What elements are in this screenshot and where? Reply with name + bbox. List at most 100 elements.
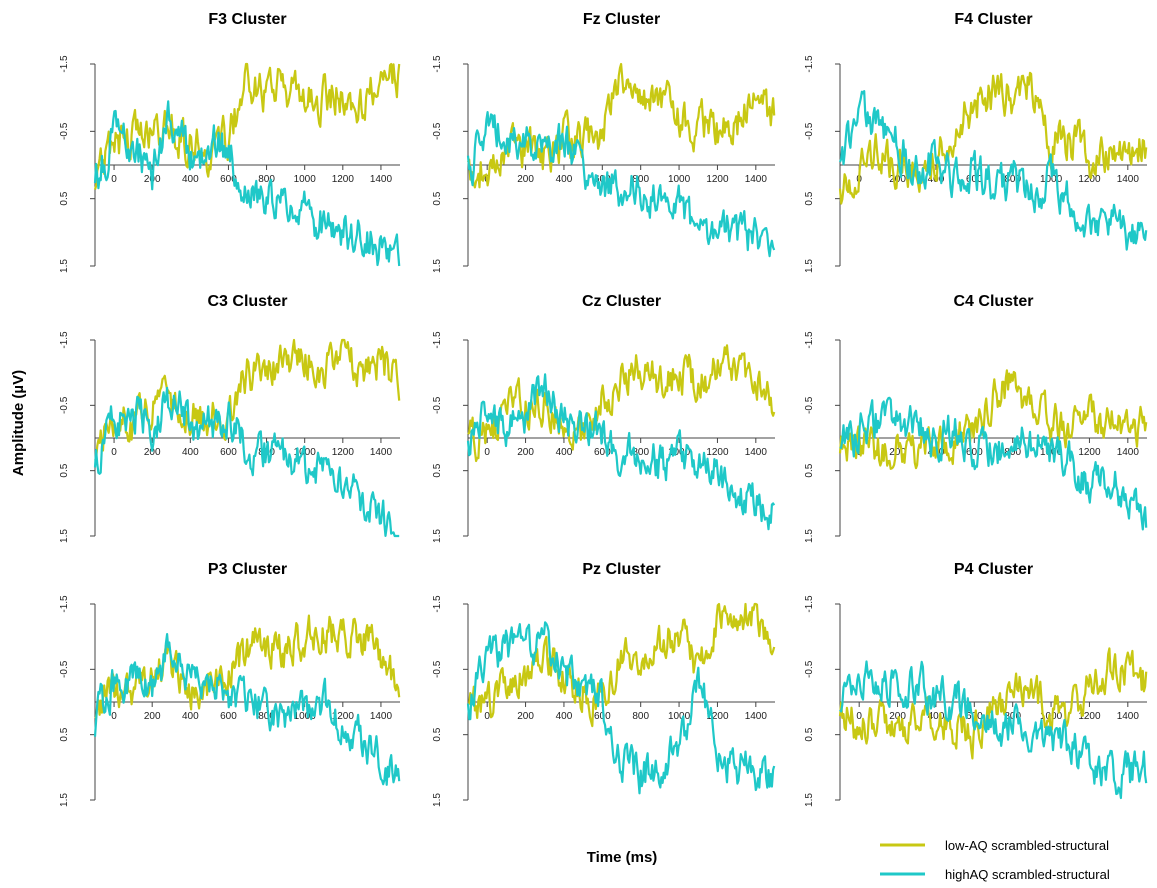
x-tick-label: 200 [144, 447, 161, 458]
panel-title: P4 Cluster [954, 561, 1033, 578]
series-line-low-cz-cluster [467, 344, 776, 463]
series-line-high-p4-cluster [839, 660, 1148, 800]
y-tick-label: -0.5 [432, 122, 443, 140]
legend: low-AQ scrambled-structural highAQ scram… [880, 838, 1110, 882]
x-tick-label: 200 [144, 711, 161, 722]
panel-pz-cluster: Pz Cluster-1.5-0.50.51.50 200 400 600 800 100… [432, 561, 776, 807]
panel-title: Pz Cluster [582, 561, 660, 578]
y-tick-label: -1.5 [59, 595, 70, 613]
series-line-high-f3-cluster [93, 100, 401, 267]
x-tick-label: 1000 [294, 174, 317, 185]
y-tick-label: -0.5 [59, 122, 70, 140]
series-line-high-p3-cluster [93, 632, 401, 786]
y-tick-label: 1.5 [804, 529, 815, 543]
x-tick-label: 1000 [1040, 711, 1063, 722]
panel-title: Cz Cluster [582, 293, 661, 310]
x-tick-label: 400 [928, 711, 945, 722]
y-tick-label: -0.5 [804, 660, 815, 678]
x-tick-label: 200 [889, 447, 906, 458]
x-tick-label: 600 [594, 447, 611, 458]
series-line-high-fz-cluster [466, 110, 776, 258]
series-line-low-c4-cluster [838, 369, 1148, 470]
y-tick-label: -0.5 [432, 396, 443, 414]
y-tick-label: 1.5 [59, 793, 70, 807]
x-tick-label: 1200 [332, 711, 355, 722]
x-tick-label: 1200 [332, 447, 355, 458]
series-line-low-c3-cluster [94, 338, 401, 462]
x-tick-label: 1400 [745, 447, 768, 458]
x-tick-label: 1400 [1117, 174, 1140, 185]
x-tick-label: 800 [632, 711, 649, 722]
x-tick-label: 800 [632, 174, 649, 185]
x-tick-label: 200 [517, 711, 534, 722]
y-tick-label: -1.5 [432, 331, 443, 349]
x-tick-label: 1400 [370, 447, 393, 458]
y-tick-label: -0.5 [432, 660, 443, 678]
x-tick-label: 600 [966, 447, 983, 458]
y-tick-label: 1.5 [804, 259, 815, 273]
x-tick-label: 1400 [745, 174, 768, 185]
series-line-low-p4-cluster [838, 647, 1148, 760]
y-tick-label: 0.5 [59, 191, 70, 205]
panel-title: P3 Cluster [208, 561, 287, 578]
x-tick-label: 800 [1004, 174, 1021, 185]
y-tick-label: 0.5 [432, 463, 443, 477]
y-tick-label: -0.5 [804, 396, 815, 414]
panel-f3-cluster: F3 Cluster-1.5-0.50.51.50 200 400 600 800 100… [59, 11, 401, 273]
y-tick-label: 0.5 [804, 191, 815, 205]
x-tick-label: 1000 [668, 447, 691, 458]
series-line-low-fz-cluster [467, 62, 776, 189]
panel-c4-cluster: C4 Cluster-1.5-0.50.51.50 200 400 600 800 100… [804, 293, 1148, 543]
y-tick-label: 1.5 [804, 793, 815, 807]
y-tick-label: -1.5 [804, 55, 815, 73]
y-tick-label: 1.5 [432, 259, 443, 273]
x-tick-label: 600 [220, 447, 237, 458]
x-tick-label: 800 [1004, 447, 1021, 458]
x-tick-label: 1400 [370, 711, 393, 722]
legend-label-low: low-AQ scrambled-structural [945, 838, 1109, 853]
x-tick-label: 400 [182, 711, 199, 722]
panel-title: F4 Cluster [954, 11, 1032, 28]
x-tick-label: 0 [111, 447, 117, 458]
y-tick-label: -1.5 [59, 331, 70, 349]
x-tick-label: 600 [220, 711, 237, 722]
panel-title: C4 Cluster [953, 293, 1033, 310]
x-tick-label: 0 [484, 447, 490, 458]
panel-p4-cluster: P4 Cluster-1.5-0.50.51.50 200 400 600 800 100… [804, 561, 1148, 807]
y-tick-label: -1.5 [804, 331, 815, 349]
x-tick-label: 1000 [668, 174, 691, 185]
x-tick-label: 400 [556, 174, 573, 185]
y-tick-label: -0.5 [59, 660, 70, 678]
y-tick-label: 0.5 [432, 727, 443, 741]
y-tick-label: 1.5 [59, 529, 70, 543]
y-tick-label: 1.5 [432, 793, 443, 807]
y-axis-label: Amplitude (µV) [10, 370, 27, 476]
x-tick-label: 800 [258, 174, 275, 185]
y-tick-label: 1.5 [432, 529, 443, 543]
x-tick-label: 0 [484, 711, 490, 722]
y-tick-label: -1.5 [432, 55, 443, 73]
panel-f4-cluster: F4 Cluster-1.5-0.50.51.50 200 400 600 800 100… [804, 11, 1148, 273]
x-tick-label: 400 [556, 711, 573, 722]
x-tick-label: 1000 [1040, 174, 1063, 185]
x-tick-label: 1200 [706, 174, 729, 185]
y-tick-label: -1.5 [804, 595, 815, 613]
y-tick-label: -1.5 [432, 595, 443, 613]
x-tick-label: 1200 [1078, 711, 1101, 722]
x-tick-label: 0 [111, 711, 117, 722]
x-tick-label: 200 [517, 174, 534, 185]
x-tick-label: 1000 [294, 711, 317, 722]
y-tick-label: -0.5 [59, 396, 70, 414]
x-tick-label: 800 [258, 711, 275, 722]
y-tick-label: 0.5 [59, 463, 70, 477]
x-tick-label: 1200 [706, 447, 729, 458]
panel-c3-cluster: C3 Cluster-1.5-0.50.51.50 200 400 600 800 100… [59, 293, 401, 543]
panel-fz-cluster: Fz Cluster-1.5-0.50.51.50 200 400 600 800 100… [432, 11, 776, 273]
x-tick-label: 0 [111, 174, 117, 185]
x-axis-label: Time (ms) [587, 849, 658, 866]
y-tick-label: 0.5 [432, 191, 443, 205]
x-tick-label: 1000 [668, 711, 691, 722]
y-tick-label: 0.5 [804, 463, 815, 477]
x-tick-label: 0 [856, 711, 862, 722]
